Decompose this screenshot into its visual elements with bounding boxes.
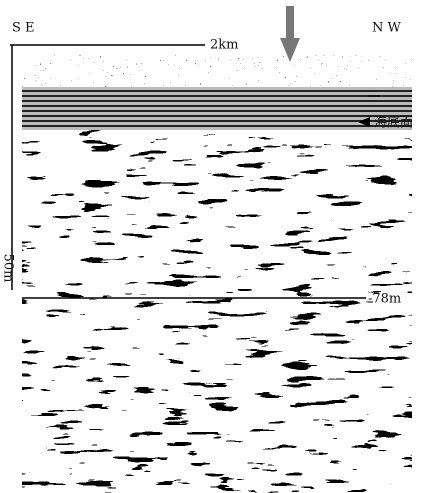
seafloor-band bbox=[22, 87, 412, 130]
horizontal-scale-label: 2km bbox=[210, 38, 238, 53]
vertical-scale-label: 50m bbox=[1, 254, 16, 283]
seismic-profile: S E N W 2km 50m 海底面 -78m bbox=[0, 0, 422, 493]
depth-label: -78m bbox=[368, 292, 401, 307]
direction-label: N W bbox=[372, 21, 402, 36]
seafloor-label: 海底面 bbox=[374, 115, 413, 131]
water-column bbox=[22, 55, 412, 87]
profile-image bbox=[22, 55, 412, 493]
subbottom-layers bbox=[22, 130, 412, 493]
marker-arrow bbox=[280, 6, 300, 62]
direction-label: S E bbox=[12, 21, 35, 36]
